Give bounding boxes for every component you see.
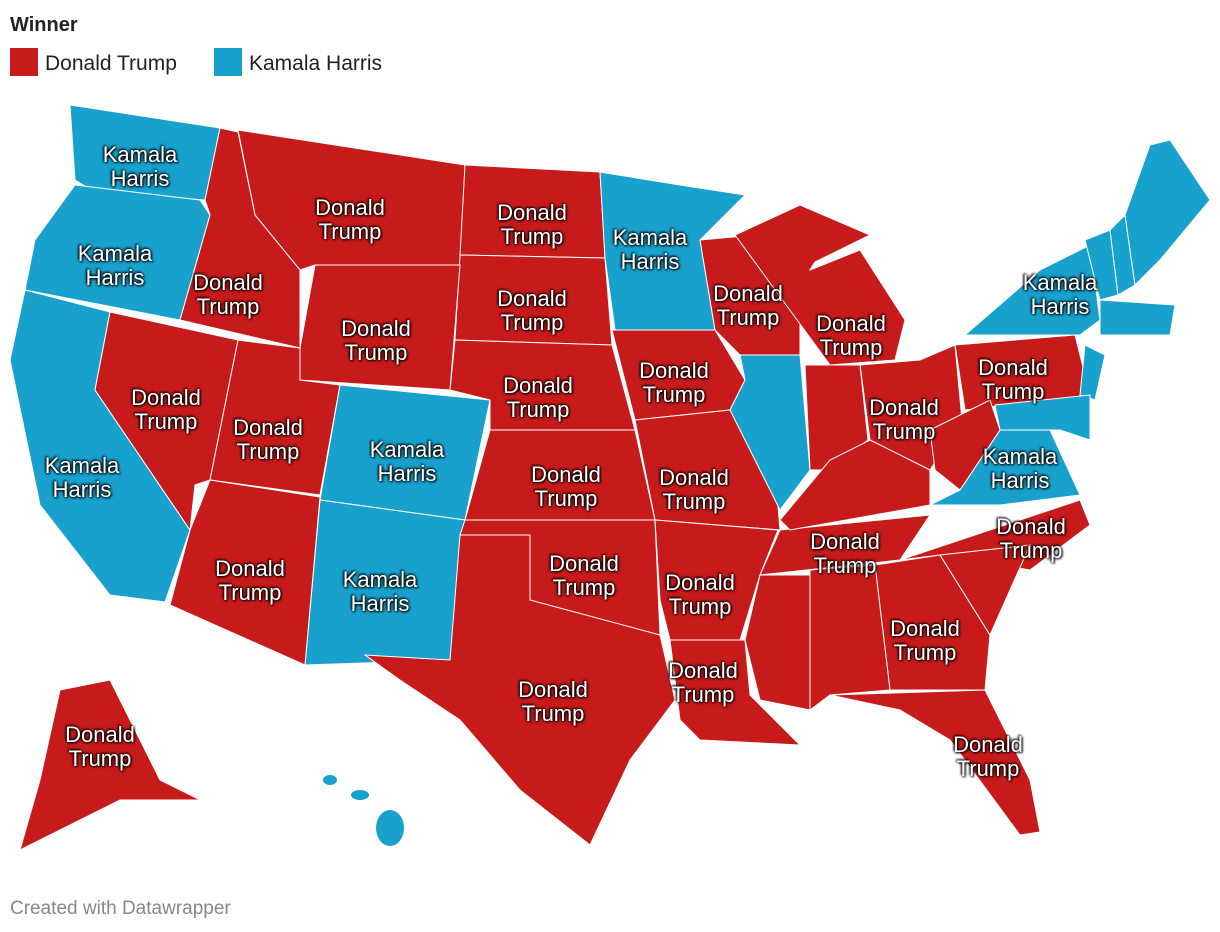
state-label: Donald Trump <box>531 462 601 511</box>
legend-title: Winner <box>10 14 78 36</box>
state-label: Donald Trump <box>639 358 709 407</box>
state-label: Donald Trump <box>193 270 263 319</box>
state-label: Donald Trump <box>497 200 567 249</box>
state-label: Donald Trump <box>497 286 567 335</box>
state <box>744 574 811 711</box>
state <box>1124 139 1211 287</box>
state-label: Kamala Harris <box>44 453 120 502</box>
state-label: Donald Trump <box>665 570 735 619</box>
state <box>929 399 1001 491</box>
state-label: Kamala Harris <box>342 567 418 616</box>
state <box>169 479 321 666</box>
state-label: Donald Trump <box>978 355 1048 404</box>
state <box>939 544 1031 637</box>
state <box>1099 299 1176 336</box>
state <box>779 439 931 531</box>
state-label: Donald Trump <box>810 529 880 578</box>
state-label: Kamala Harris <box>612 225 688 274</box>
state-label: Donald Trump <box>659 465 729 514</box>
state-label: Donald Trump <box>816 311 886 360</box>
legend-swatch <box>10 48 38 76</box>
state-label: Donald Trump <box>315 195 385 244</box>
state-label: Donald Trump <box>233 415 303 464</box>
legend-label: Kamala Harris <box>249 52 382 75</box>
state-label: Donald Trump <box>518 677 588 726</box>
state-label: Kamala Harris <box>1022 270 1098 319</box>
state <box>729 354 811 511</box>
state-label: Donald Trump <box>503 373 573 422</box>
state-label: Donald Trump <box>549 551 619 600</box>
state-label: Donald Trump <box>869 395 939 444</box>
state-label: Donald Trump <box>953 732 1023 781</box>
state <box>963 244 1101 336</box>
state <box>299 264 461 391</box>
state-label: Donald Trump <box>131 385 201 434</box>
state-label: Donald Trump <box>668 658 738 707</box>
state <box>19 679 246 851</box>
state <box>994 394 1091 441</box>
state <box>829 689 1041 836</box>
state-label: Kamala Harris <box>77 241 153 290</box>
state-label: Donald Trump <box>215 556 285 605</box>
state-label: Donald Trump <box>713 281 783 330</box>
legend-swatch <box>214 48 242 76</box>
state-label: Donald Trump <box>341 316 411 365</box>
state <box>734 204 906 366</box>
state <box>1079 344 1106 401</box>
state-label: Donald Trump <box>890 616 960 665</box>
state-label: Kamala Harris <box>369 437 445 486</box>
states <box>9 104 1211 851</box>
legend-label: Donald Trump <box>45 52 177 75</box>
state-label: Kamala Harris <box>982 444 1058 493</box>
footer: Created with Datawrapper <box>10 898 231 919</box>
state <box>323 775 337 785</box>
state <box>363 534 676 846</box>
state <box>351 790 369 800</box>
state <box>376 810 404 846</box>
state-label: Donald Trump <box>996 514 1066 563</box>
state-label: Kamala Harris <box>102 142 178 191</box>
state-label: Donald Trump <box>65 722 135 771</box>
